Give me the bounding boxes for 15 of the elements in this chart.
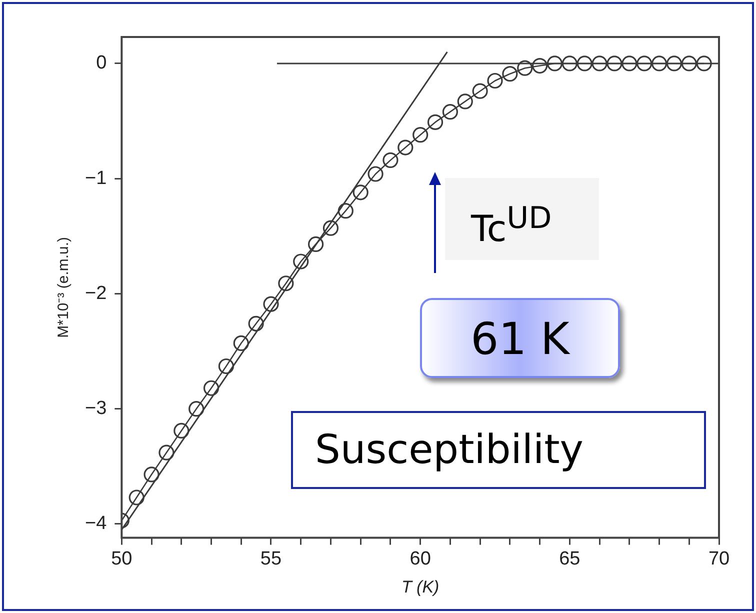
- x-tick-label: 70: [708, 548, 730, 570]
- y-tick-label: −1: [84, 168, 107, 189]
- annotation: Tc$^{UD}$: [445, 178, 599, 260]
- annotation: 61 K: [420, 298, 620, 378]
- y-axis-title: M*10⁻³ (e.m.u.): [55, 236, 72, 338]
- y-tick-label: −3: [84, 398, 107, 420]
- y-tick-label: −2: [84, 282, 107, 304]
- x-axis-title: T (K): [401, 578, 440, 597]
- x-tick-label: 50: [111, 548, 132, 570]
- y-tick-label: −4: [84, 513, 108, 534]
- x-tick-label: 60: [410, 548, 431, 570]
- x-tick-label: 65: [559, 548, 580, 570]
- x-tick-label: 55: [260, 548, 282, 570]
- y-tick-label: 0: [96, 52, 107, 74]
- annotation: Susceptibility: [291, 411, 706, 489]
